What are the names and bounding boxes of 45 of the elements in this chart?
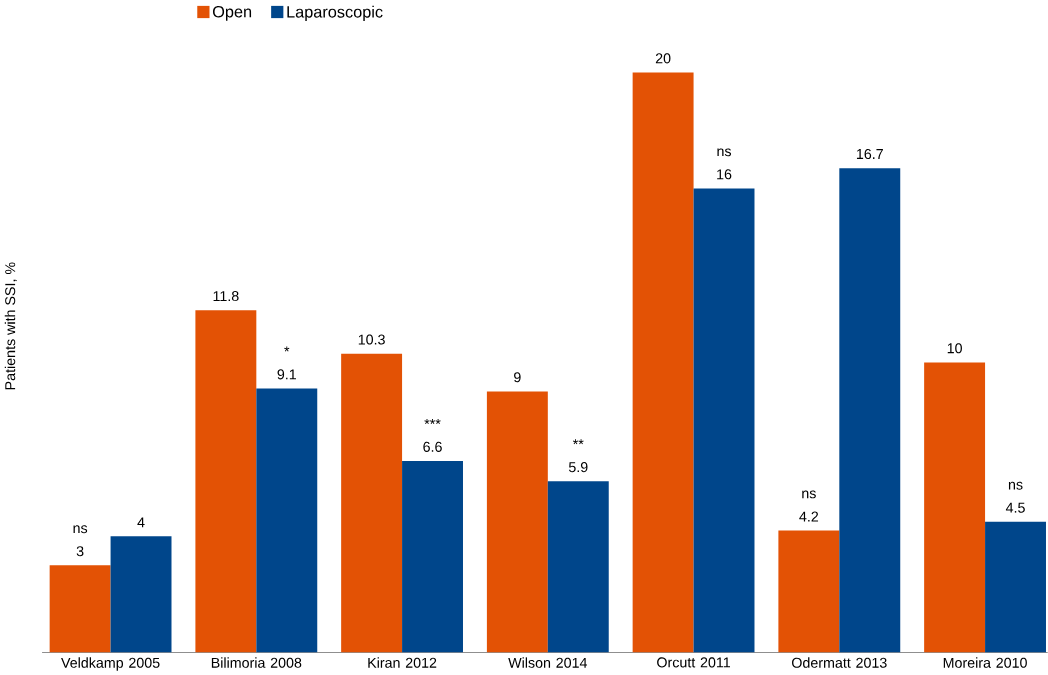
data-label: 4.2 — [799, 511, 819, 522]
data-label: 4.5 — [1005, 502, 1025, 513]
bar — [778, 530, 840, 653]
bar — [486, 391, 548, 653]
bar — [195, 310, 257, 653]
annotation: ns — [717, 148, 732, 157]
data-label: 16 — [717, 169, 732, 180]
y-axis-title: Patients with SSI, % — [4, 262, 17, 390]
bar — [632, 72, 694, 653]
data-label: 6.6 — [423, 441, 442, 452]
x-tick-label: Bilimoria 2008 — [211, 657, 302, 668]
data-label: 4 — [137, 517, 145, 528]
bar — [110, 536, 172, 653]
data-label: 16.7 — [856, 148, 883, 159]
data-label: 3 — [76, 545, 84, 557]
data-label: 9.1 — [277, 369, 296, 380]
annotation: ns — [802, 490, 816, 499]
bar — [49, 565, 111, 653]
x-tick-label: Orcutt 2011 — [657, 657, 731, 668]
x-tick-label: Wilson 2014 — [508, 657, 588, 668]
bar — [256, 388, 318, 653]
data-label: 20 — [655, 53, 671, 64]
x-tick-label: Veldkamp 2005 — [61, 657, 160, 671]
annotation: ns — [1008, 481, 1023, 490]
data-label: 5.9 — [568, 461, 588, 472]
annotation: *** — [424, 418, 441, 424]
annotation: ns — [73, 525, 88, 533]
x-tick-label: Kiran 2012 — [368, 657, 437, 668]
bar — [402, 460, 463, 653]
legend-label: Laparoscopic — [287, 5, 383, 21]
bar — [693, 188, 755, 653]
x-tick-label: Moreira 2010 — [943, 657, 1027, 668]
data-label: 10 — [947, 343, 962, 354]
bar — [985, 521, 1046, 653]
data-label: 11.8 — [213, 290, 239, 301]
bar — [839, 167, 901, 653]
bar — [341, 353, 403, 653]
annotation: * — [284, 346, 290, 352]
bar — [924, 362, 986, 653]
legend-label: Open — [212, 5, 252, 21]
annotation: ** — [572, 439, 584, 445]
data-label: 9 — [514, 371, 521, 383]
data-label: 10.3 — [358, 334, 385, 345]
x-tick-label: Odermatt 2013 — [792, 657, 887, 668]
bar — [547, 481, 609, 653]
